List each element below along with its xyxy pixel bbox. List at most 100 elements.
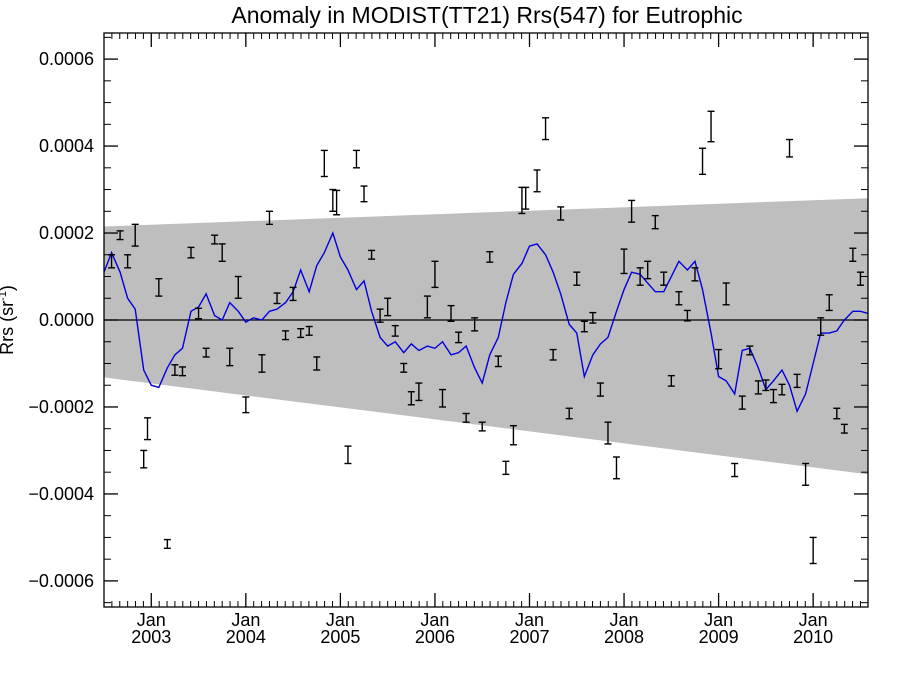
y-tick-label-2: −0.0002 xyxy=(28,397,94,417)
data-point-43 xyxy=(455,331,463,344)
data-point-25 xyxy=(313,356,321,371)
data-point-70 xyxy=(667,374,675,387)
data-point-76 xyxy=(715,348,723,370)
x-tick-year-7: 2010 xyxy=(793,627,833,647)
data-point-49 xyxy=(502,460,510,476)
data-point-85 xyxy=(786,138,794,158)
data-point-16 xyxy=(234,275,242,299)
x-tick-year-0: 2003 xyxy=(131,627,171,647)
data-point-15 xyxy=(226,347,234,367)
data-point-32 xyxy=(368,249,376,260)
data-point-91 xyxy=(833,407,841,420)
data-point-8 xyxy=(171,364,179,376)
data-point-84 xyxy=(778,383,786,396)
y-axis-label-close: ) xyxy=(0,285,17,291)
data-point-56 xyxy=(557,206,565,221)
data-point-61 xyxy=(596,382,604,397)
data-point-34 xyxy=(384,297,392,317)
data-point-72 xyxy=(683,309,691,322)
data-point-28 xyxy=(333,189,341,216)
x-tick-month-4: Jan xyxy=(515,610,544,630)
data-point-9 xyxy=(178,366,186,377)
x-tick-month-2: Jan xyxy=(326,610,355,630)
data-point-36 xyxy=(400,362,408,373)
y-tick-label-6: 0.0006 xyxy=(39,49,94,69)
y-tick-label-5: 0.0004 xyxy=(39,136,94,156)
data-point-10 xyxy=(187,246,195,259)
y-axis-label-sup: -1 xyxy=(0,291,9,301)
data-point-92 xyxy=(840,423,848,434)
data-point-54 xyxy=(542,117,550,141)
data-point-57 xyxy=(565,407,573,420)
data-point-55 xyxy=(549,348,557,361)
y-tick-label-0: −0.0006 xyxy=(28,571,94,591)
data-point-68 xyxy=(651,214,659,230)
data-point-77 xyxy=(722,282,730,306)
data-point-67 xyxy=(644,260,652,280)
data-point-2 xyxy=(124,254,132,269)
data-point-5 xyxy=(143,417,151,441)
data-point-20 xyxy=(273,292,281,305)
data-point-14 xyxy=(218,243,226,262)
data-point-94 xyxy=(856,271,864,286)
data-point-66 xyxy=(636,267,644,286)
data-point-40 xyxy=(431,260,439,289)
data-point-78 xyxy=(731,462,739,478)
data-point-82 xyxy=(762,379,770,392)
data-point-65 xyxy=(628,199,636,223)
data-point-93 xyxy=(849,247,857,262)
x-tick-year-4: 2007 xyxy=(509,627,549,647)
data-point-31 xyxy=(360,185,368,203)
data-point-11 xyxy=(195,307,203,320)
data-point-26 xyxy=(320,149,328,178)
x-tick-year-5: 2008 xyxy=(604,627,644,647)
data-point-24 xyxy=(305,325,313,336)
data-point-13 xyxy=(211,234,219,245)
data-point-48 xyxy=(494,355,502,368)
x-tick-month-7: Jan xyxy=(799,610,828,630)
data-point-35 xyxy=(391,324,399,337)
data-point-18 xyxy=(258,354,266,373)
x-tick-month-6: Jan xyxy=(704,610,733,630)
data-point-39 xyxy=(423,295,431,319)
data-point-90 xyxy=(825,294,833,312)
x-tick-month-1: Jan xyxy=(231,610,260,630)
data-point-63 xyxy=(612,456,620,480)
smoothed-series-line xyxy=(103,231,869,414)
data-point-79 xyxy=(738,395,746,410)
x-tick-year-2: 2005 xyxy=(320,627,360,647)
x-tick-month-5: Jan xyxy=(610,610,639,630)
data-point-73 xyxy=(691,267,699,282)
data-point-60 xyxy=(589,311,597,324)
data-point-4 xyxy=(140,449,148,469)
x-tick-year-6: 2009 xyxy=(699,627,739,647)
data-point-7 xyxy=(163,538,171,549)
data-point-47 xyxy=(486,251,494,263)
data-point-45 xyxy=(471,317,479,332)
data-point-59 xyxy=(580,320,588,333)
data-point-17 xyxy=(242,396,250,414)
data-point-37 xyxy=(407,391,415,406)
y-tick-label-3: 0.0000 xyxy=(39,310,94,330)
data-point-62 xyxy=(604,421,612,445)
data-point-22 xyxy=(289,286,297,302)
data-point-83 xyxy=(769,388,777,404)
data-point-75 xyxy=(707,110,715,143)
data-point-53 xyxy=(533,169,541,193)
data-point-44 xyxy=(462,412,470,423)
data-point-30 xyxy=(352,149,360,169)
data-point-3 xyxy=(131,223,139,247)
data-point-58 xyxy=(573,271,581,286)
data-point-89 xyxy=(817,317,825,336)
plot-area: −0.0006 −0.0004 −0.0002 0.0000 0.0002 0.0004 0… xyxy=(28,32,869,647)
data-point-74 xyxy=(699,147,707,176)
y-tick-label-1: −0.0004 xyxy=(28,484,94,504)
data-point-29 xyxy=(344,445,352,465)
data-point-6 xyxy=(155,277,163,297)
data-point-12 xyxy=(202,347,210,358)
data-point-71 xyxy=(675,291,683,306)
chart-title: Anomaly in MODIST(TT21) Rrs(547) for Eut… xyxy=(231,2,742,28)
data-point-52 xyxy=(522,186,530,210)
x-tick-year-1: 2004 xyxy=(226,627,266,647)
